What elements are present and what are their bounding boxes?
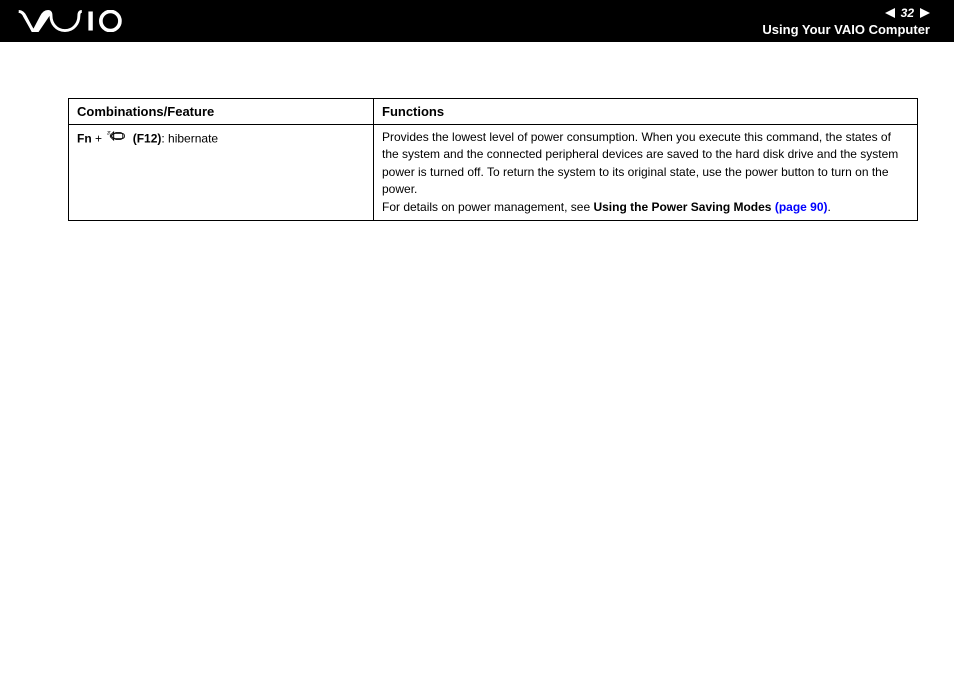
- header-right: 32 Using Your VAIO Computer: [762, 6, 930, 37]
- column-header-functions: Functions: [374, 99, 918, 125]
- column-header-combinations: Combinations/Feature: [69, 99, 374, 125]
- feature-cell: Fn + zz (F12): hibernate: [69, 125, 374, 221]
- function-cell: Provides the lowest level of power consu…: [374, 125, 918, 221]
- vaio-logo: [18, 10, 135, 32]
- next-page-arrow-icon[interactable]: [920, 8, 930, 18]
- page-link[interactable]: (page 90): [775, 200, 828, 214]
- table-header-row: Combinations/Feature Functions: [69, 99, 918, 125]
- key-plus: +: [92, 132, 106, 146]
- content-area: Combinations/Feature Functions Fn + zz (…: [0, 42, 954, 221]
- details-bold: Using the Power Saving Modes: [593, 200, 774, 214]
- key-fn: Fn: [77, 132, 92, 146]
- function-description: Provides the lowest level of power consu…: [382, 130, 898, 196]
- feature-table: Combinations/Feature Functions Fn + zz (…: [68, 98, 918, 221]
- header-bar: 32 Using Your VAIO Computer: [0, 0, 954, 42]
- details-prefix: For details on power management, see: [382, 200, 593, 214]
- svg-text:z: z: [109, 130, 111, 135]
- details-suffix: .: [828, 200, 831, 214]
- key-label: : hibernate: [161, 132, 218, 146]
- page-number: 32: [901, 6, 914, 20]
- table-row: Fn + zz (F12): hibernate Provides the lo…: [69, 125, 918, 221]
- hibernate-icon: zz: [107, 129, 127, 148]
- page-navigation: 32: [885, 6, 930, 20]
- section-title: Using Your VAIO Computer: [762, 22, 930, 37]
- prev-page-arrow-icon[interactable]: [885, 8, 895, 18]
- key-f12: (F12): [129, 132, 161, 146]
